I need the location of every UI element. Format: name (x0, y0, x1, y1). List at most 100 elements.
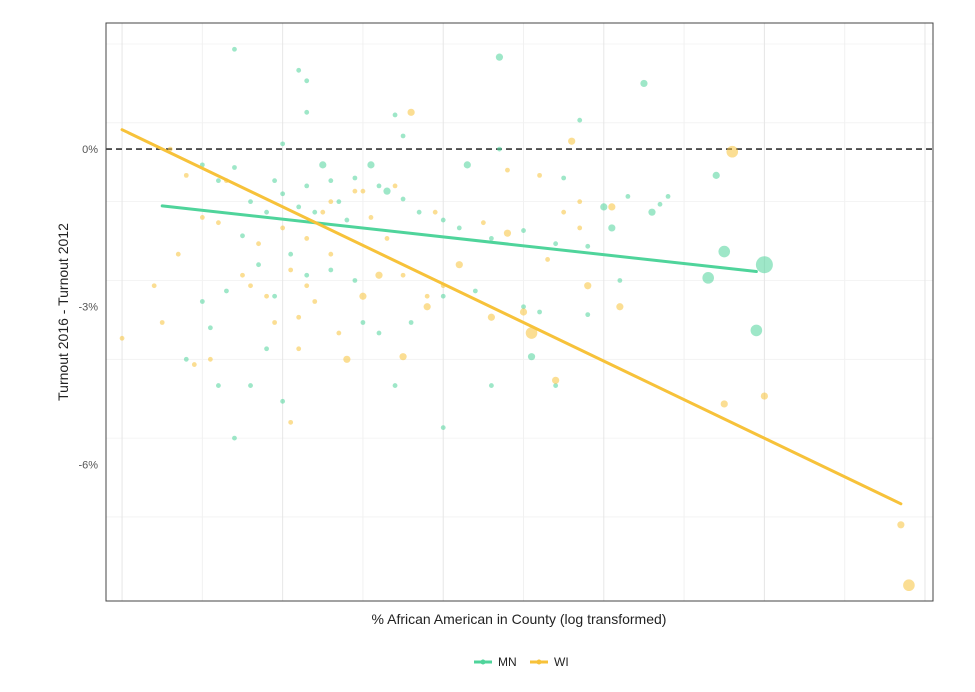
point-mn (456, 225, 462, 231)
point-mn (497, 146, 502, 152)
point-mn (336, 199, 342, 205)
point-wi (455, 261, 463, 269)
point-mn (288, 251, 294, 257)
point-wi (280, 225, 286, 231)
point-wi (525, 327, 538, 339)
point-mn (264, 346, 269, 352)
point-mn (527, 353, 536, 361)
point-wi (720, 400, 728, 408)
point-mn (376, 330, 382, 336)
point-mn (280, 398, 286, 404)
point-mn (199, 299, 205, 304)
panel-border (105, 22, 934, 602)
point-wi (207, 356, 213, 362)
point-mn (702, 272, 714, 284)
point-wi (336, 330, 342, 336)
point-wi (328, 199, 334, 205)
y-tick-label: -3% (78, 302, 98, 314)
legend-label-mn: MN (498, 655, 517, 669)
y-axis-ticks: 0% -3% -6% (78, 144, 98, 471)
legend: MN WI (474, 655, 569, 669)
point-mn (625, 194, 631, 199)
point-wi (183, 172, 189, 178)
point-mn (280, 141, 286, 147)
point-wi (480, 220, 486, 226)
point-wi (119, 335, 125, 341)
point-mn (640, 79, 648, 88)
point-mn (328, 178, 334, 184)
point-mn (280, 191, 286, 197)
point-wi (384, 236, 390, 241)
point-mn (600, 203, 608, 211)
point-wi (561, 209, 567, 215)
point-wi (312, 299, 318, 304)
point-wi (392, 183, 398, 189)
point-mn (585, 312, 591, 318)
y-tick-label: -6% (78, 459, 98, 471)
point-mn (256, 262, 261, 268)
point-mn (272, 293, 278, 299)
point-mn (216, 383, 221, 388)
point-wi (199, 215, 205, 220)
point-mn (537, 309, 542, 315)
point-mn (248, 383, 253, 388)
point-mn (248, 199, 253, 205)
point-wi (368, 215, 374, 220)
point-mn (304, 272, 310, 278)
point-mn (224, 288, 229, 294)
point-mn (304, 78, 310, 84)
point-mn (553, 241, 559, 247)
point-mn (718, 245, 731, 258)
point-mn (712, 171, 720, 179)
point-mn (240, 233, 245, 239)
point-mn (577, 117, 583, 123)
point-wi (216, 220, 221, 226)
point-mn (328, 267, 334, 273)
point-mn (352, 278, 358, 283)
point-mn (207, 325, 213, 331)
point-mn (272, 178, 278, 184)
point-wi (568, 137, 576, 145)
point-wi (487, 313, 495, 321)
point-mn (392, 383, 398, 388)
point-mn (312, 209, 318, 215)
point-wi (328, 251, 334, 257)
point-wi (191, 362, 197, 367)
point-wi (320, 209, 326, 215)
point-wi (288, 419, 294, 425)
point-mn (755, 256, 773, 274)
y-axis-title: Turnout 2016 - Turnout 2012 (55, 223, 71, 401)
point-wi (503, 229, 512, 237)
panel-background (106, 23, 933, 601)
point-wi (505, 167, 510, 173)
point-mn (617, 278, 623, 283)
point-mn (416, 209, 422, 215)
point-wi (296, 314, 302, 320)
point-mn (750, 324, 763, 337)
point-mn (472, 288, 478, 294)
point-mn (495, 53, 504, 61)
point-wi (248, 283, 253, 289)
fit-line-wi (120, 128, 903, 506)
point-wi (175, 251, 181, 257)
point-wi (608, 203, 616, 211)
point-mn (440, 293, 446, 299)
point-mn (665, 194, 671, 199)
point-wi (616, 303, 624, 311)
point-wi (304, 236, 310, 241)
point-mn (352, 175, 358, 181)
fit-line-mn (160, 204, 758, 274)
point-mn (440, 425, 446, 430)
legend-key-dot-mn (480, 659, 486, 665)
point-wi (167, 146, 173, 152)
point-wi (537, 172, 542, 178)
point-wi (288, 267, 294, 273)
point-mn (296, 67, 302, 73)
point-mn (304, 109, 310, 115)
point-mn (463, 161, 471, 169)
legend-key-dot-wi (536, 659, 542, 665)
point-mn (521, 304, 526, 310)
point-wi (256, 241, 261, 247)
point-mn (521, 228, 526, 233)
point-mn (264, 209, 269, 215)
